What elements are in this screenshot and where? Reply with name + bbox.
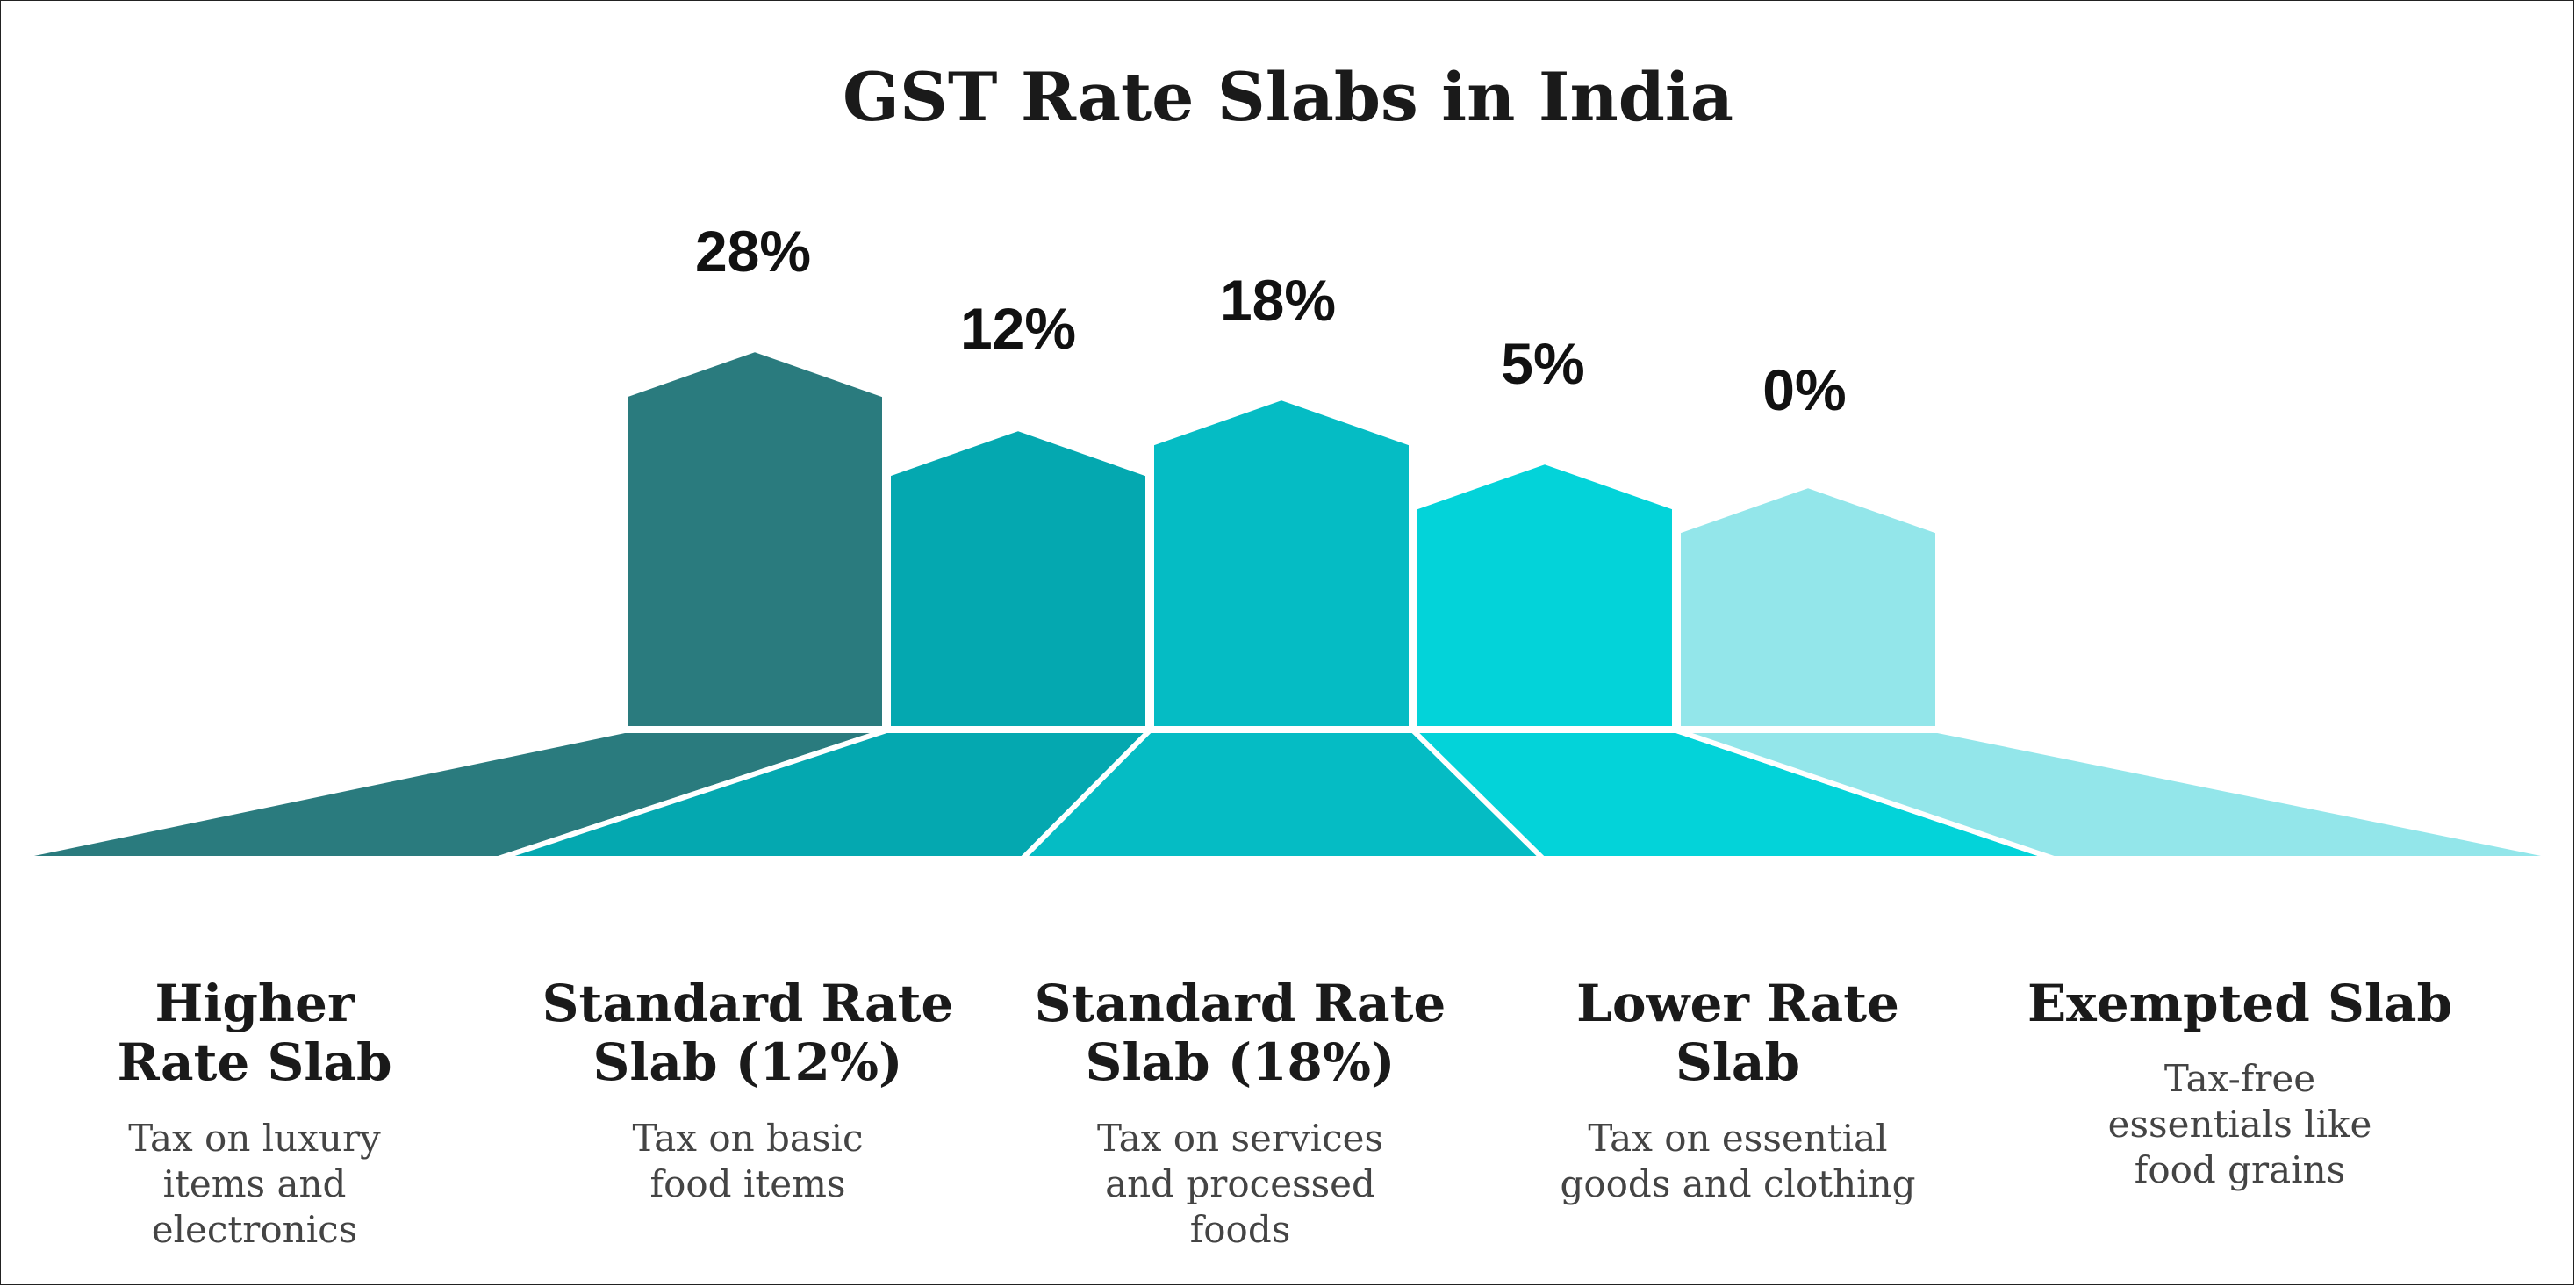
slab-bar-exempted xyxy=(1675,482,1941,731)
slab-info-exempted: Exempted Slab Tax-free essentials like f… xyxy=(2012,974,2468,1194)
slab-heading: Standard Rate Slab (18%) xyxy=(1034,974,1446,1093)
slab-heading: Standard Rate Slab (12%) xyxy=(542,974,954,1093)
slab-heading: Exempted Slab xyxy=(2027,974,2453,1033)
slab-bar-standard-18 xyxy=(1149,394,1414,731)
slab-floor-exempted xyxy=(1675,728,2568,861)
rate-label-higher: 28% xyxy=(694,219,812,284)
slab-info-lower-rate: Lower Rate Slab Tax on essential goods a… xyxy=(1510,974,1966,1207)
slab-info-standard-18: Standard Rate Slab (18%) Tax on services… xyxy=(1012,974,1468,1253)
slab-bar-lower-rate xyxy=(1412,458,1677,731)
slab-description: Tax-free essentials like food grains xyxy=(2107,1057,2372,1192)
slab-description: Tax on essential goods and clothing xyxy=(1560,1116,1916,1205)
rate-label-standard-18: 18% xyxy=(1219,268,1337,333)
slab-bar-higher-rate xyxy=(622,346,887,731)
slab-info-standard-12: Standard Rate Slab (12%) Tax on basic fo… xyxy=(520,974,976,1207)
slab-description: Tax on luxury items and electronics xyxy=(128,1116,381,1251)
page-title: GST Rate Slabs in India xyxy=(843,58,1733,136)
slab-description: Tax on basic food items xyxy=(632,1116,864,1205)
rate-label-lower: 5% xyxy=(1501,331,1585,396)
slab-description: Tax on services and processed foods xyxy=(1096,1116,1384,1251)
slab-heading: Higher Rate Slab xyxy=(117,974,392,1093)
slab-heading: Lower Rate Slab xyxy=(1576,974,1899,1093)
slab-bar-standard-12 xyxy=(886,425,1151,731)
rate-label-exempted: 0% xyxy=(1762,357,1847,422)
rate-label-standard-12: 12% xyxy=(959,296,1077,361)
slab-info-higher-rate: Higher Rate Slab Tax on luxury items and… xyxy=(26,974,483,1253)
